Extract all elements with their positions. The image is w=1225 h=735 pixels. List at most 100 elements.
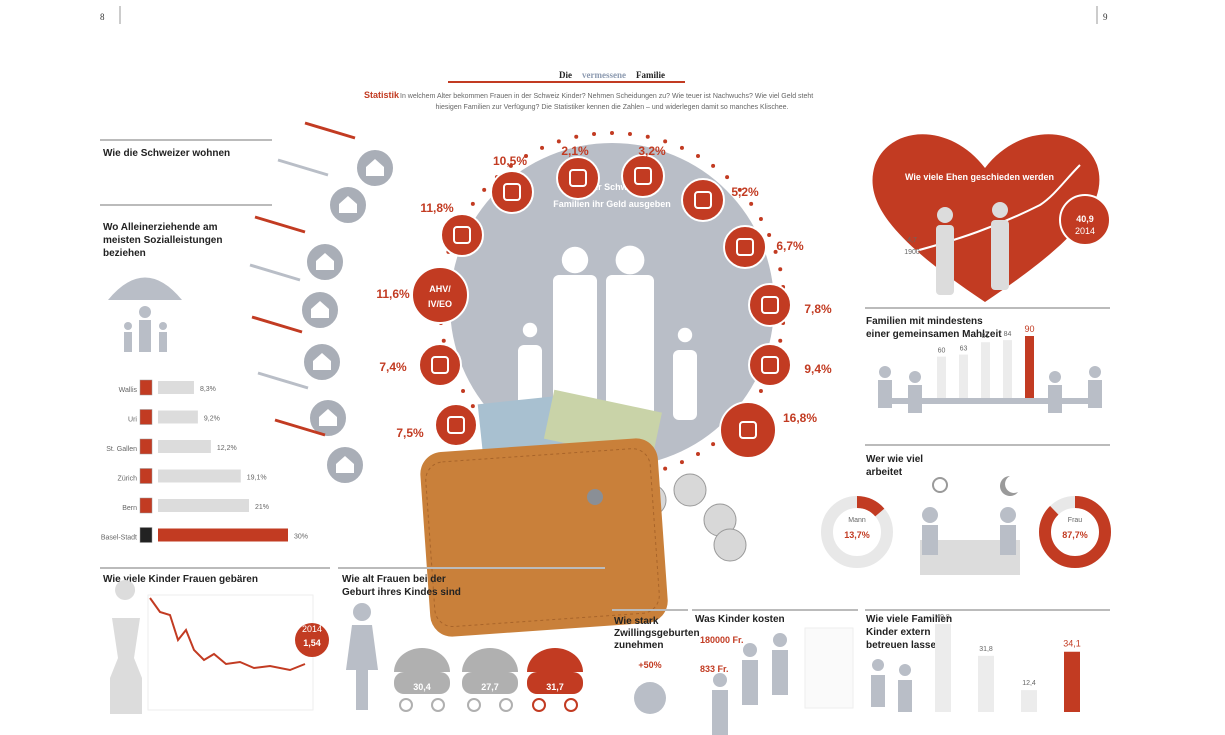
housing-bar xyxy=(257,371,309,390)
donut-value: 13,7% xyxy=(844,530,870,540)
page-number: 9 xyxy=(1103,12,1108,22)
ring-dot xyxy=(441,338,446,343)
section-title: beziehen xyxy=(103,248,146,259)
section-title: einer gemeinsamen Mahlzeit xyxy=(866,329,1002,340)
bar xyxy=(158,499,249,512)
lead-text: hiesigen Familien zur Verfügung? Die Sta… xyxy=(436,104,789,111)
center-title: Familien ihr Geld ausgeben xyxy=(553,199,671,209)
section-title: Wie viele Ehen geschieden werden xyxy=(905,172,1054,182)
fertility-line xyxy=(149,597,306,672)
wheel xyxy=(467,698,481,712)
section-title: Zwillingsgeburten xyxy=(614,628,700,639)
diner xyxy=(909,371,921,383)
age-value: 27,7 xyxy=(481,682,499,692)
donut-value: 87,7% xyxy=(1062,530,1088,540)
page-number: 8 xyxy=(100,12,105,22)
ring-dot xyxy=(679,460,684,465)
donut-arc xyxy=(1039,496,1111,568)
value-label: 12,2% xyxy=(217,445,237,452)
ring-dot xyxy=(778,267,783,272)
house-shape xyxy=(313,353,331,370)
section-title: betreuen lassen xyxy=(866,640,942,651)
bar xyxy=(1003,340,1012,398)
ring-dot xyxy=(773,249,778,254)
person xyxy=(937,207,953,223)
house-shape xyxy=(339,196,357,213)
family-head xyxy=(615,245,645,275)
wallet xyxy=(420,438,668,637)
bar xyxy=(1021,690,1037,712)
value-label: 21% xyxy=(255,504,269,511)
child-icon xyxy=(124,332,132,352)
spending-value: 7,5% xyxy=(396,426,424,440)
house-shape xyxy=(319,409,337,426)
wheel xyxy=(399,698,413,712)
worker xyxy=(922,525,938,555)
canton-crest xyxy=(139,468,153,484)
child-icon xyxy=(159,332,167,352)
value-label: 84 xyxy=(1004,331,1012,338)
section-title: zunehmen xyxy=(614,640,663,651)
ring-dot xyxy=(470,404,475,409)
spending-icon xyxy=(418,343,462,387)
section-title: Wie viele Familien xyxy=(866,614,952,625)
family-icon xyxy=(772,650,788,695)
canton-crest xyxy=(139,438,153,455)
parent-icon xyxy=(139,306,151,318)
moon xyxy=(1000,476,1018,497)
section-title: meisten Sozialleistungen xyxy=(103,235,222,246)
ahv-label: IV/EO xyxy=(428,299,452,309)
ring-dot xyxy=(524,154,528,159)
canton-crest xyxy=(139,497,153,514)
icon-glyph xyxy=(736,238,754,256)
value-label: 81 xyxy=(982,333,990,340)
stroller-body xyxy=(462,672,518,694)
housing-bar xyxy=(274,418,326,437)
diner xyxy=(1088,380,1102,408)
bar xyxy=(158,440,211,453)
family-head xyxy=(561,246,589,274)
ring-dot xyxy=(696,451,700,456)
coin xyxy=(673,473,707,507)
twins-icon xyxy=(634,682,666,714)
ring-dot xyxy=(778,338,783,343)
child-icon xyxy=(159,322,167,330)
person xyxy=(992,202,1008,218)
housing-bar xyxy=(249,263,301,282)
value-label: 12,4 xyxy=(1022,680,1036,687)
main-title: Die vermessene Familie xyxy=(559,70,665,80)
donut-name: Mann xyxy=(848,517,866,524)
bar xyxy=(158,528,288,542)
value-label: 49,8 xyxy=(936,614,950,621)
canton-crest xyxy=(139,527,153,543)
lead-kicker: Statistik xyxy=(364,90,400,100)
badge-year: 2014 xyxy=(302,624,322,634)
family-body xyxy=(553,275,597,425)
ring-dot xyxy=(711,163,716,168)
ring-dot xyxy=(737,187,742,192)
carer-icon xyxy=(898,680,912,712)
ring-dot xyxy=(461,389,466,393)
spending-value: 10,5% xyxy=(493,154,527,168)
table xyxy=(890,398,1090,404)
carer-icon xyxy=(871,675,885,707)
title-word: Familie xyxy=(636,70,665,80)
icon-glyph xyxy=(694,191,712,209)
ring-dot xyxy=(725,175,730,180)
badge xyxy=(295,623,329,657)
house-shape xyxy=(366,159,384,176)
wheel xyxy=(499,698,513,712)
stroller-hood xyxy=(527,648,583,672)
end-year: 2014 xyxy=(1075,226,1095,236)
family-icon xyxy=(743,643,757,657)
donut-arc xyxy=(821,496,893,568)
spending-value: 11,8% xyxy=(420,201,454,215)
stroller-body xyxy=(527,672,583,694)
sun xyxy=(932,477,948,493)
icon-glyph xyxy=(761,296,779,314)
start-year: 1900 xyxy=(904,249,920,256)
ring-dot xyxy=(556,139,561,144)
ring-dot xyxy=(749,201,754,206)
bar xyxy=(158,381,194,394)
worker xyxy=(1000,507,1016,523)
